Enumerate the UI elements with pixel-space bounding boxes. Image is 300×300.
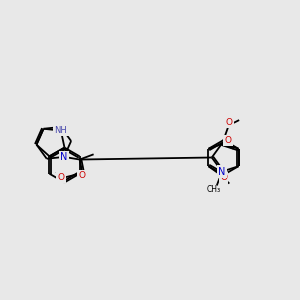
Text: NH: NH <box>55 126 67 135</box>
Text: O: O <box>224 136 231 145</box>
Text: O: O <box>79 171 86 180</box>
Text: O: O <box>220 173 227 182</box>
Text: CH₃: CH₃ <box>207 185 221 194</box>
Text: N: N <box>218 167 226 177</box>
Text: N: N <box>60 152 68 162</box>
Text: O: O <box>225 118 232 127</box>
Text: O: O <box>58 173 64 182</box>
